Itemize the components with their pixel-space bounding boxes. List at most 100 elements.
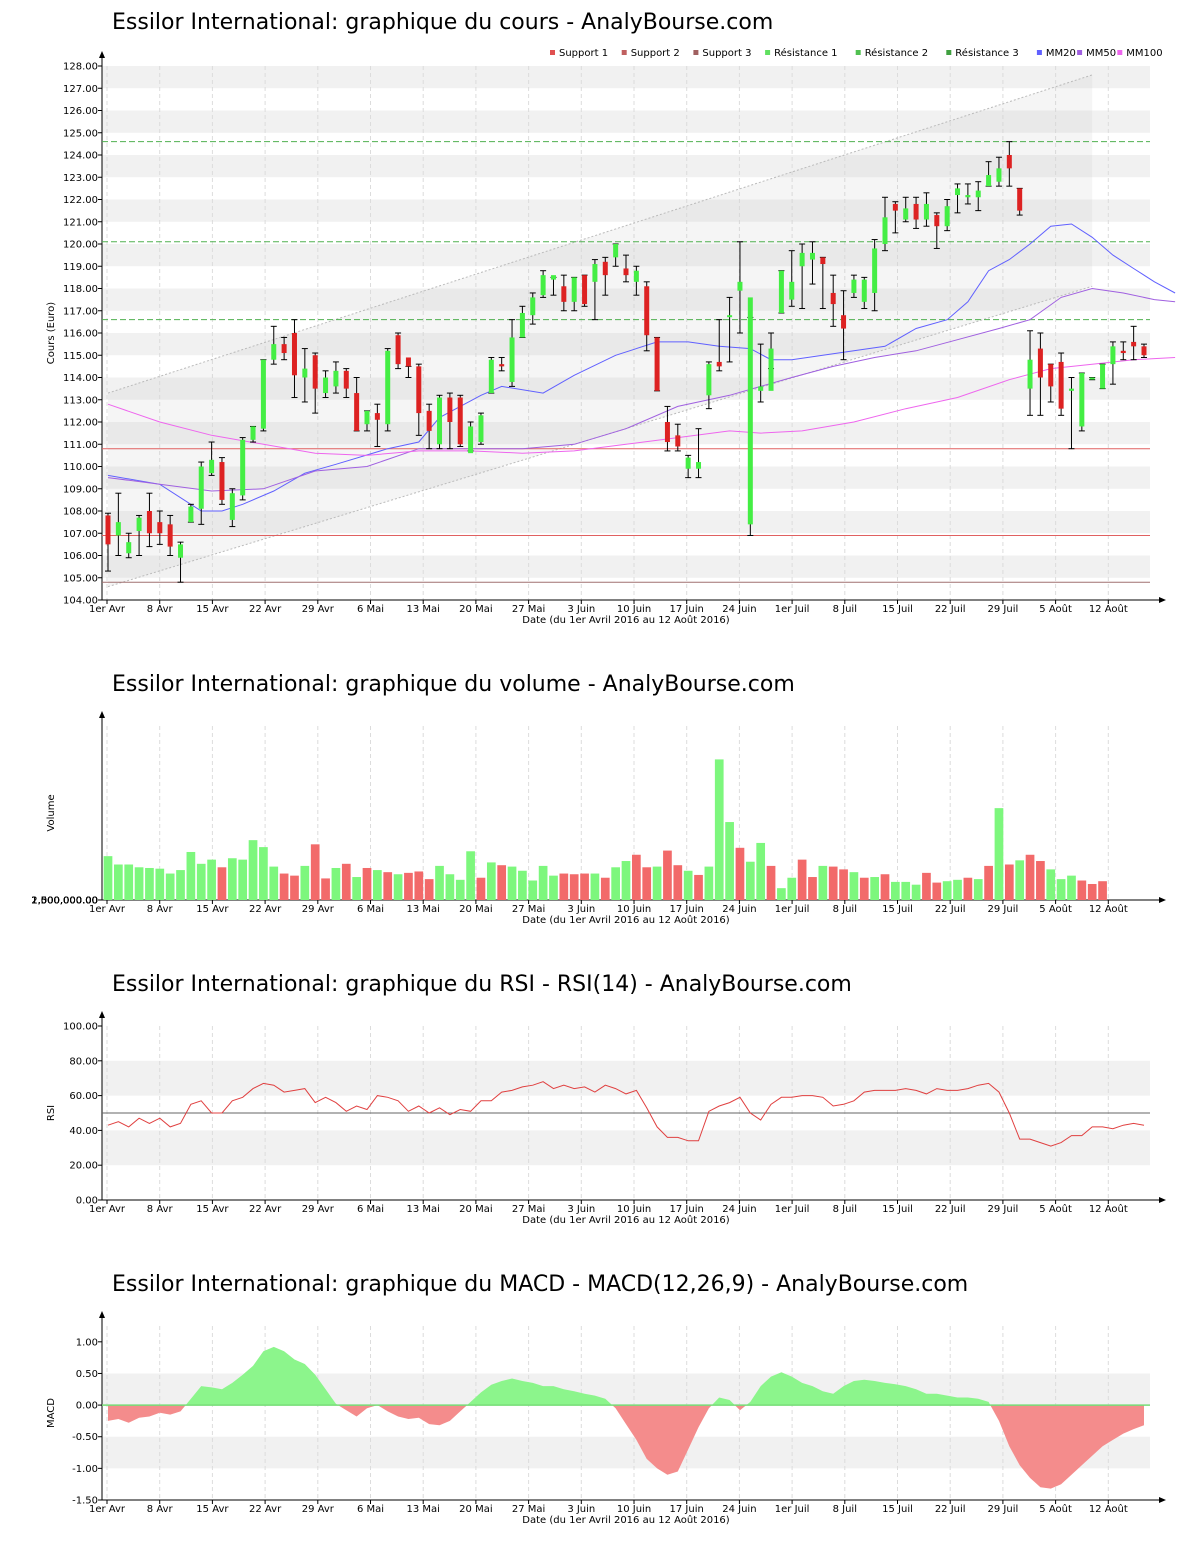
x-tick-label: 3 Juin (567, 1504, 595, 1515)
x-tick-label: 17 Juin (670, 604, 704, 615)
candle-body (965, 195, 971, 198)
x-tick-label: 5 Août (1039, 903, 1072, 915)
volume-bar (694, 874, 703, 900)
volume-bar (756, 842, 766, 900)
ma-line-mm20 (107, 223, 1176, 512)
grid-band (102, 199, 1150, 222)
candle-body (696, 462, 702, 469)
candle-body (509, 337, 515, 382)
legend-label: Support 2 (631, 48, 680, 59)
candle-body (830, 292, 836, 305)
y-tick-label: 2,000,000.00 (31, 895, 98, 906)
candle-body (540, 275, 546, 296)
candle-body (872, 248, 878, 293)
candle-body (323, 377, 329, 394)
x-axis-title: Date (du 1er Avril 2016 au 12 Août 2016) (522, 614, 730, 626)
volume-bar (486, 862, 496, 900)
rsi-chart: 0.00 20.00 40.00 60.00 80.00 100.00 1er Avr 8 A… (46, 1011, 1166, 1226)
volume-bar (341, 863, 351, 900)
x-tick-label: 17 Juin (670, 1504, 704, 1515)
y-tick-label: 60.00 (69, 1091, 98, 1102)
volume-bar (103, 856, 113, 900)
y-tick-label: 100.00 (63, 1022, 98, 1033)
volume-bar (590, 873, 600, 900)
candle-body (613, 244, 619, 258)
candle-body (758, 386, 764, 391)
candle-body (229, 493, 235, 520)
volume-bar (279, 873, 289, 900)
x-tick-label: 3 Juin (567, 604, 595, 615)
candle-body (260, 359, 266, 429)
volume-bar (383, 872, 393, 900)
legend-marker (1077, 50, 1083, 55)
x-tick-label: 13 Mai (406, 604, 439, 615)
rsi-chart-title: Essilor International: graphique du RSI … (112, 972, 852, 997)
volume-bar (155, 868, 165, 900)
x-tick-label: 15 Juil (882, 1504, 913, 1515)
x-tick-label: 15 Juil (882, 904, 913, 915)
volume-bar (331, 867, 341, 900)
candle-body (706, 364, 712, 396)
volume-bar (134, 867, 144, 900)
x-tick-label: 24 Juin (722, 604, 756, 615)
x-tick-label: 8 Juil (833, 1504, 857, 1515)
volume-bar (642, 867, 652, 900)
volume-bar (290, 875, 299, 900)
y-tick-label: 120.00 (63, 240, 98, 251)
volume-bar (518, 870, 527, 900)
volume-bar (207, 859, 216, 900)
candle-body (1089, 377, 1095, 380)
candle-body (996, 168, 1002, 182)
candle-body (312, 355, 318, 389)
x-tick-label: 1er Avr (89, 604, 126, 615)
x-tick-label: 24 Juin (722, 1204, 756, 1215)
volume-bar (435, 865, 444, 900)
candle-body (799, 252, 805, 267)
volume-bar (984, 865, 993, 900)
volume-bar (1046, 869, 1056, 900)
volume-bar (797, 859, 807, 900)
y-axis-title: Volume (46, 794, 57, 831)
candle-body (582, 275, 588, 305)
volume-bar (466, 851, 475, 900)
x-tick-label: 22 Avr (249, 1504, 282, 1515)
y-tick-label: 0.00 (76, 1401, 98, 1412)
x-tick-label: 1er Juil (775, 1504, 810, 1515)
volume-bar (549, 875, 558, 900)
volume-bar (1067, 875, 1076, 900)
legend-marker (1117, 50, 1123, 55)
candle-body (727, 315, 733, 318)
candle-body (944, 206, 950, 227)
grid-band (102, 1060, 1150, 1096)
candle-body (903, 208, 909, 220)
candle-body (633, 270, 639, 282)
candle-body (913, 203, 919, 220)
y-tick-label: 0.00 (76, 896, 98, 907)
candle-body (447, 397, 453, 422)
volume-bar (248, 840, 258, 900)
volume-bar (777, 888, 786, 900)
volume-bar (994, 808, 1004, 900)
volume-bar (725, 822, 734, 900)
candle-body (1068, 388, 1074, 391)
volume-bar (673, 865, 683, 900)
x-tick-label: 15 Juil (882, 1204, 913, 1215)
candle-body (841, 315, 847, 329)
candle-body (1131, 341, 1137, 347)
x-tick-label: 22 Avr (249, 604, 282, 615)
candle-body (1110, 346, 1116, 365)
y-tick-label: 117.00 (63, 306, 98, 317)
x-tick-label: 5 Août (1039, 603, 1072, 615)
volume-bar (124, 864, 134, 900)
volume-bar (611, 867, 620, 900)
x-axis-arrow (1159, 897, 1166, 903)
x-tick-label: 27 Mai (512, 904, 545, 915)
x-tick-label: 17 Juin (670, 1204, 704, 1215)
x-tick-label: 5 Août (1039, 1203, 1072, 1215)
volume-bar (580, 873, 589, 900)
y-tick-label: 80.00 (69, 1056, 98, 1067)
volume-bar (942, 881, 952, 900)
y-tick-label: 2,500,000.00 (31, 895, 98, 906)
candle-body (1037, 348, 1043, 378)
legend-label: MM100 (1126, 48, 1162, 59)
